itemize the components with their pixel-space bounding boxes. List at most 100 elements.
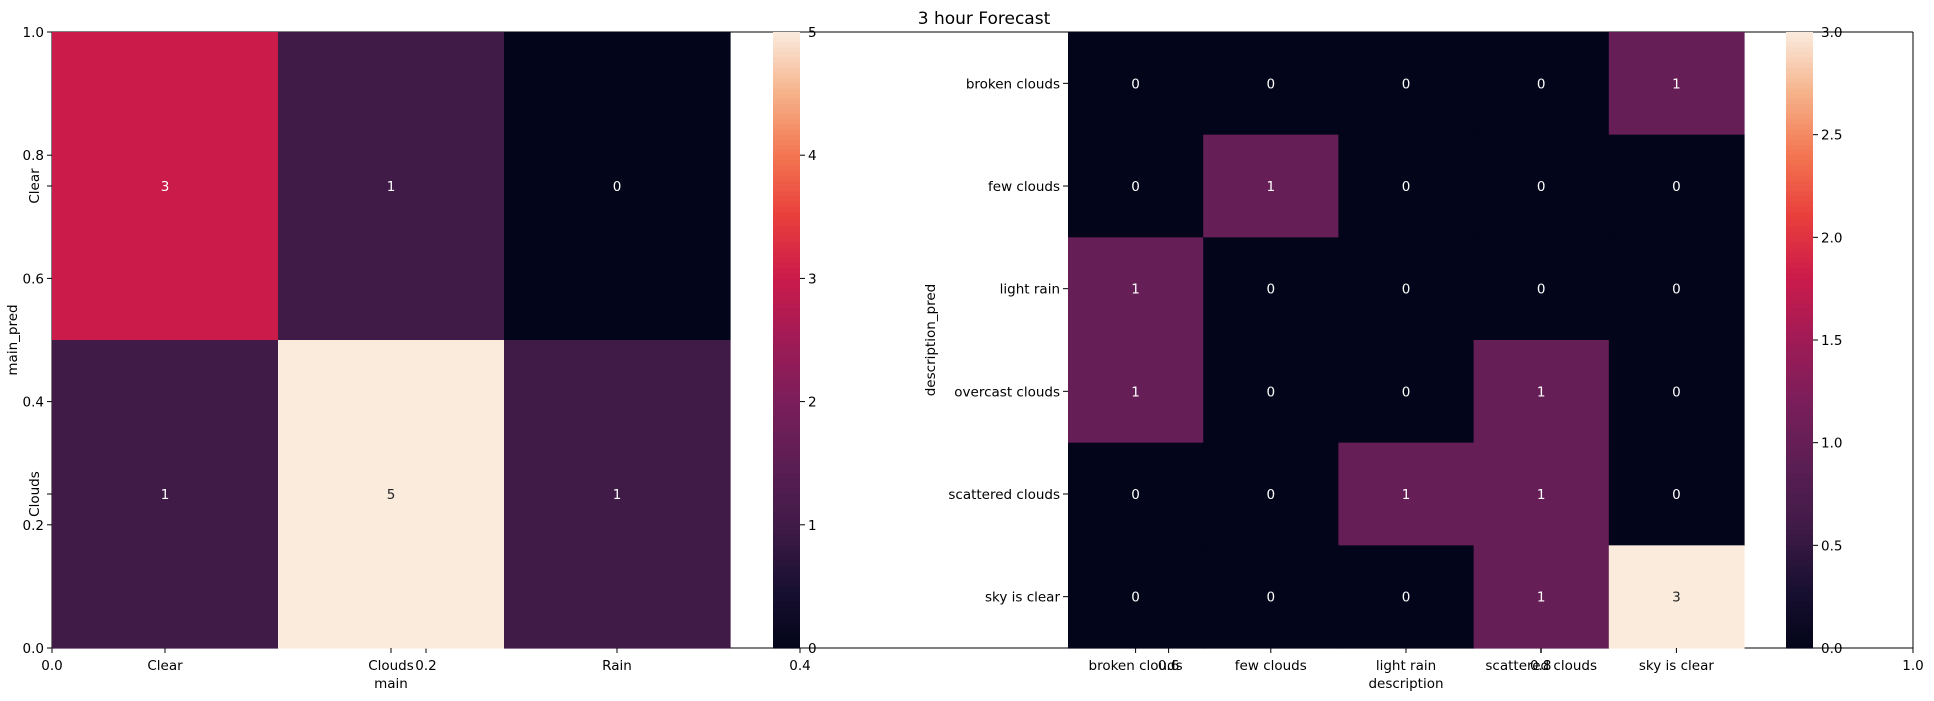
background-xtick-label: 0.2 <box>415 658 436 674</box>
colorbar-band <box>773 170 800 177</box>
colorbar-band <box>1786 417 1813 423</box>
xtick-label: few clouds <box>1235 658 1307 674</box>
heatmap-cell <box>1068 134 1204 238</box>
colorbar-band <box>773 216 800 223</box>
xtick-label: Clouds <box>368 658 414 674</box>
cell-value-label: 1 <box>387 179 396 195</box>
xtick-label: Rain <box>602 658 632 674</box>
colorbar-band <box>1786 360 1813 367</box>
colorbar-tick-label: 1 <box>808 518 817 534</box>
colorbar-band <box>773 596 800 603</box>
heatmap-cell <box>1203 545 1339 649</box>
colorbar-band <box>773 298 800 305</box>
colorbar-band <box>773 565 800 572</box>
colorbar-band <box>773 411 800 418</box>
colorbar-tick-label: 4 <box>808 148 817 164</box>
colorbar-band <box>773 62 800 69</box>
colorbar-band <box>1786 499 1813 505</box>
colorbar-band <box>773 494 800 500</box>
cell-value-label: 0 <box>1267 282 1276 298</box>
background-xtick-label: 0.4 <box>789 658 810 674</box>
colorbar-band <box>1786 103 1813 110</box>
colorbar-band <box>1786 78 1813 84</box>
heatmap-cell <box>1338 340 1475 444</box>
colorbar-band <box>1786 263 1813 269</box>
colorbar-band <box>1786 463 1813 469</box>
colorbar-band <box>1786 293 1813 300</box>
colorbar-band <box>773 586 800 593</box>
colorbar-tick-label: 2.0 <box>1821 230 1842 246</box>
colorbar-band <box>1786 632 1813 639</box>
heatmap-cell <box>52 340 279 649</box>
colorbar-tick-label: 0.0 <box>1821 641 1842 657</box>
colorbar-band <box>1786 52 1813 59</box>
x-axis-label: main <box>374 676 408 692</box>
colorbar-band <box>773 129 800 136</box>
heatmap-cell <box>1608 32 1745 136</box>
heatmap-cell <box>1608 134 1745 238</box>
colorbar-band <box>773 401 800 408</box>
colorbar-band <box>1786 622 1813 629</box>
colorbar-band <box>773 375 800 382</box>
colorbar-band <box>1786 98 1813 105</box>
colorbar-band <box>1786 350 1813 356</box>
colorbar-band <box>1786 283 1813 290</box>
colorbar-band <box>1786 540 1813 546</box>
colorbar-band <box>1786 365 1813 372</box>
heatmap-cell <box>1068 32 1204 136</box>
colorbar-band <box>773 191 800 197</box>
colorbar-band <box>773 422 800 428</box>
colorbar-band <box>773 458 800 464</box>
colorbar-band <box>773 529 800 536</box>
colorbar-band <box>1786 524 1813 531</box>
colorbar-band <box>1786 314 1813 321</box>
colorbar-band <box>1786 550 1813 557</box>
colorbar-band <box>773 550 800 557</box>
colorbar-band <box>1786 227 1813 233</box>
colorbar-band <box>1786 139 1813 146</box>
colorbar-band <box>1786 478 1813 485</box>
colorbar-band <box>1786 134 1813 141</box>
colorbar-band <box>1786 442 1813 449</box>
colorbar-band <box>1786 494 1813 500</box>
cell-value-label: 0 <box>1672 487 1681 503</box>
colorbar-band <box>1786 83 1813 90</box>
colorbar-band <box>1786 586 1813 593</box>
colorbar-band <box>773 391 800 398</box>
colorbar-band <box>773 314 800 321</box>
ytick-label: scattered clouds <box>948 487 1060 503</box>
colorbar-band <box>773 139 800 146</box>
heatmap-cell <box>1473 545 1610 649</box>
background-ytick-label: 0.6 <box>23 271 44 287</box>
heatmap-cell <box>1473 340 1610 444</box>
colorbar-band <box>1786 596 1813 603</box>
colorbar-band <box>773 509 800 516</box>
heatmap-cell <box>1608 237 1745 341</box>
colorbar-band <box>1786 529 1813 536</box>
colorbar-band <box>1786 637 1813 644</box>
colorbar-band <box>773 103 800 110</box>
colorbar-band <box>773 52 800 59</box>
colorbar-band <box>1786 150 1813 156</box>
colorbar-band <box>1786 432 1813 439</box>
colorbar-band <box>1786 155 1813 161</box>
background-ytick-label: 0.4 <box>23 395 44 411</box>
colorbar-band <box>1786 160 1813 167</box>
background-ytick-label: 0.0 <box>23 641 44 657</box>
cell-value-label: 0 <box>1402 179 1411 195</box>
colorbar-band <box>1786 581 1813 587</box>
colorbar-band <box>773 252 800 259</box>
colorbar-band <box>773 340 800 346</box>
colorbar-tick-label: 5 <box>808 25 817 41</box>
colorbar-band <box>1786 391 1813 398</box>
colorbar-band <box>1786 252 1813 259</box>
cell-value-label: 0 <box>1672 179 1681 195</box>
colorbar-band <box>773 473 800 480</box>
colorbar-band <box>1786 401 1813 408</box>
colorbar-tick-label: 2.5 <box>1821 128 1842 144</box>
colorbar-band <box>1786 180 1813 187</box>
xtick-label: Clear <box>147 658 183 674</box>
background-ytick-label: 1.0 <box>23 25 44 41</box>
heatmap-cell <box>1338 442 1475 546</box>
heatmap-cell <box>504 340 731 649</box>
